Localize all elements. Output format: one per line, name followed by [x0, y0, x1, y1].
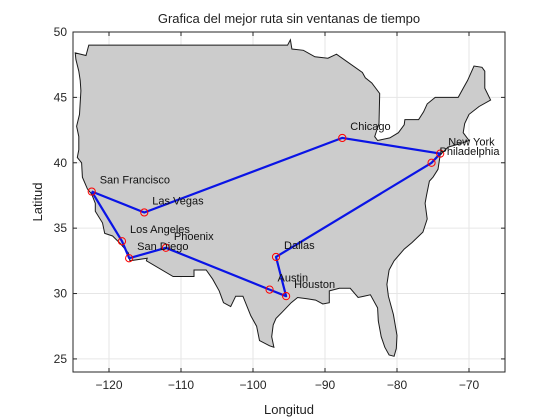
city-labels: San Francisco Las Vegas Los Angeles San Die…	[100, 121, 501, 291]
x-tick-label: −70	[459, 378, 480, 392]
city-label-los-angeles: Los Angeles	[130, 224, 190, 236]
city-marker-chicago	[338, 133, 347, 143]
city-marker-new-york	[436, 149, 445, 158]
x-axis-label: Longitud	[264, 402, 314, 417]
city-label-philadelphia: Philadelphia	[440, 146, 501, 158]
chart-title: Grafica del mejor ruta sin ventanas de t…	[158, 11, 420, 26]
city-label-new-york: New York	[448, 137, 495, 149]
axes-box	[72, 31, 506, 373]
x-tick-label: −110	[168, 378, 194, 392]
city-marker-phoenix	[161, 243, 170, 252]
city-markers	[87, 133, 445, 301]
city-label-dallas: Dallas	[284, 240, 315, 252]
x-tick-label: −90	[315, 378, 336, 392]
y-tick-label: 40	[54, 156, 68, 170]
y-tick-label: 30	[54, 287, 68, 301]
y-tick-label: 50	[54, 25, 68, 39]
y-tick-label: 45	[54, 90, 68, 104]
city-marker-san-francisco	[87, 187, 96, 196]
x-tick-label: −80	[387, 378, 408, 392]
city-label-houston: Houston	[294, 279, 335, 291]
city-label-san-diego: San Diego	[137, 241, 188, 253]
city-marker-dallas	[271, 252, 281, 262]
city-marker-houston	[282, 292, 291, 301]
x-tick-label: −100	[239, 378, 266, 392]
city-label-austin: Austin	[278, 273, 309, 285]
city-marker-san-diego	[125, 254, 134, 263]
city-label-las-vegas: Las Vegas	[152, 195, 204, 207]
city-label-phoenix: Phoenix	[174, 231, 214, 243]
city-marker-philadelphia	[427, 158, 436, 167]
city-marker-las-vegas	[140, 208, 149, 217]
city-label-san-francisco: San Francisco	[100, 175, 170, 187]
y-tick-label: 25	[54, 352, 68, 366]
y-axis-label: Latitud	[30, 182, 45, 221]
route-line	[90, 136, 442, 298]
city-marker-austin	[265, 285, 274, 294]
city-marker-los-angeles	[117, 237, 127, 246]
city-label-chicago: Chicago	[350, 121, 390, 133]
x-tick-label: −120	[95, 378, 122, 392]
y-tick-label: 35	[54, 221, 68, 235]
axis-ticks: −120 −110 −100 −90 −80 −70 25 30 35 40 45 50	[54, 25, 505, 392]
